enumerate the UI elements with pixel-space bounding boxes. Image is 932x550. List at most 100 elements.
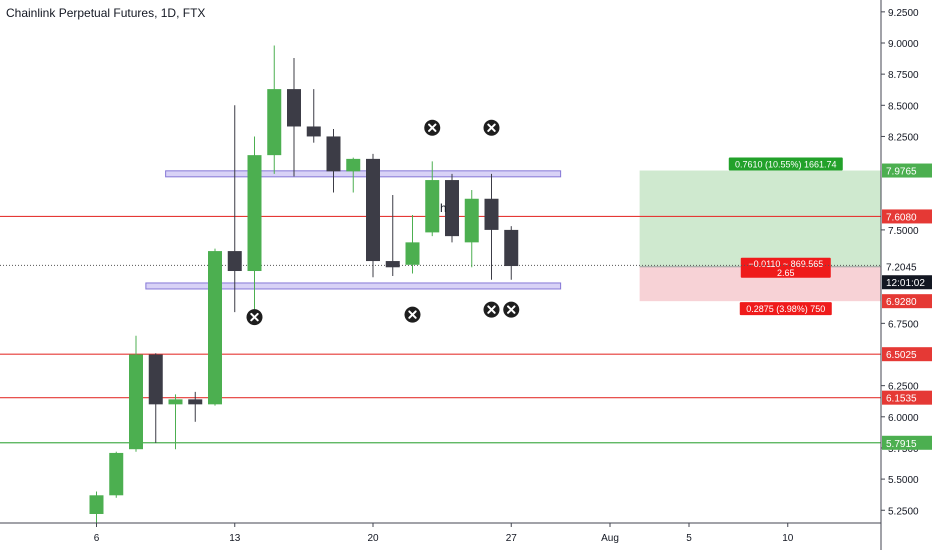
candle-27[interactable]: [504, 226, 519, 280]
candle-7[interactable]: [109, 451, 124, 498]
price-badge-12:01:02: 12:01:02: [882, 275, 932, 290]
candle-body: [425, 180, 440, 233]
candle-21[interactable]: [385, 195, 400, 277]
time-tick-label: Aug: [601, 533, 619, 544]
candle-body: [109, 452, 124, 496]
profit-label-text: 0.7610 (10.55%) 1661.74: [735, 160, 837, 170]
candle-body: [504, 229, 519, 267]
candle-body: [267, 89, 282, 156]
candle-body: [464, 198, 479, 243]
candle-body: [129, 354, 143, 450]
price-tick-label: 8.2500: [888, 132, 919, 143]
loss-label: 0.2875 (3.98%) 750: [739, 302, 832, 316]
time-tick-label: 13: [229, 533, 241, 544]
x-marker-icon[interactable]: [503, 301, 520, 318]
x-marker-cross: [428, 123, 437, 132]
candle-9[interactable]: [148, 353, 163, 443]
chart-title: Chainlink Perpetual Futures, 1D, FTX: [6, 6, 206, 20]
plot-area: 0.7610 (10.55%) 1661.74 −0.0110 ~ 869.565…: [0, 45, 932, 523]
time-tick-label: 27: [506, 533, 518, 544]
position-info-bg: [740, 257, 831, 278]
candle-18[interactable]: [326, 128, 341, 193]
x-marker-cross: [507, 305, 516, 314]
price-badge-text: 7.9765: [886, 167, 917, 178]
candle-8[interactable]: [129, 335, 143, 452]
profit-label-bg: [728, 157, 843, 171]
x-marker-cross: [487, 305, 496, 314]
price-badge-bg: [882, 435, 932, 450]
candle-body: [306, 126, 321, 137]
candle-body: [208, 251, 222, 405]
candle-body: [385, 261, 400, 268]
price-badge-bg: [882, 294, 932, 309]
price-badge-bg: [882, 390, 932, 405]
cropped-text: h: [440, 201, 447, 215]
candle-14[interactable]: [247, 136, 262, 315]
zone-rectangle-1[interactable]: [165, 170, 562, 178]
candle-17[interactable]: [306, 89, 321, 143]
x-marker-icon[interactable]: [483, 119, 500, 136]
candle-body: [227, 251, 242, 272]
price-tick-label: 5.5000: [888, 475, 919, 486]
candle-24[interactable]: [445, 173, 459, 243]
price-badge-text: 12:01:02: [886, 278, 925, 289]
price-badge-bg: [882, 259, 932, 274]
x-marker-icon[interactable]: [246, 309, 263, 326]
price-badge-7.2045: 7.2045: [882, 259, 932, 274]
candle-19[interactable]: [346, 157, 361, 193]
zone-rectangle-2[interactable]: [145, 282, 562, 290]
price-tick-label: 7.5000: [888, 226, 919, 237]
candle-body: [346, 158, 361, 172]
price-badge-5.7915: 5.7915: [882, 435, 932, 450]
profit-zone[interactable]: [639, 170, 932, 267]
loss-label-bg: [739, 302, 832, 316]
x-marker-icon[interactable]: [483, 301, 500, 318]
loss-label-text: 0.2875 (3.98%) 750: [746, 304, 825, 314]
price-tick-label: 9.2500: [888, 8, 919, 19]
price-tick-label: 6.7500: [888, 319, 919, 330]
x-marker-icon[interactable]: [424, 119, 441, 136]
candle-body: [168, 399, 183, 405]
candle-body: [247, 155, 262, 272]
time-tick-label: 20: [367, 533, 379, 544]
price-badge-bg: [882, 275, 932, 290]
price-badge-bg: [882, 209, 932, 224]
candle-body: [148, 354, 163, 405]
candle-15[interactable]: [267, 45, 282, 174]
time-axis[interactable]: 6 13 20 27 Aug 5 10: [94, 523, 794, 544]
time-tick-label: 5: [686, 533, 692, 544]
price-badge-text: 6.1535: [886, 394, 917, 405]
price-badge-bg: [882, 347, 932, 362]
candle-body: [89, 495, 104, 514]
time-tick-label: 10: [782, 533, 794, 544]
candle-25[interactable]: [464, 190, 479, 268]
position-info-line-2: 2.65: [777, 268, 795, 278]
candle-26[interactable]: [484, 173, 499, 280]
price-badge-6.9280: 6.9280: [882, 294, 932, 309]
candle-20[interactable]: [366, 153, 380, 278]
candle-16[interactable]: [287, 57, 301, 177]
price-tick-label: 8.5000: [888, 101, 919, 112]
candle-23[interactable]: [425, 161, 440, 237]
price-tick-label: 6.0000: [888, 413, 919, 424]
time-tick-label: 6: [94, 533, 100, 544]
candle-body: [484, 198, 499, 230]
candle-12[interactable]: [208, 248, 222, 406]
position-info-line-1: −0.0110 ~ 869.565: [748, 259, 823, 269]
price-badge-text: 6.5025: [886, 350, 917, 361]
price-badge-7.6080: 7.6080: [882, 209, 932, 224]
candle-body: [188, 399, 203, 405]
candle-13[interactable]: [227, 105, 242, 313]
price-badge-6.1535: 6.1535: [882, 390, 932, 405]
x-marker-cross: [250, 312, 259, 322]
candle-body: [405, 242, 420, 265]
x-marker-icon[interactable]: [404, 306, 421, 323]
candle-11[interactable]: [188, 391, 203, 422]
price-tick-label: 5.2500: [888, 506, 919, 517]
candle-22[interactable]: [405, 214, 420, 274]
candle-body: [445, 180, 459, 237]
price-tick-label: 9.0000: [888, 39, 919, 50]
price-tick-label: 8.7500: [888, 70, 919, 81]
candle-10[interactable]: [168, 394, 183, 450]
